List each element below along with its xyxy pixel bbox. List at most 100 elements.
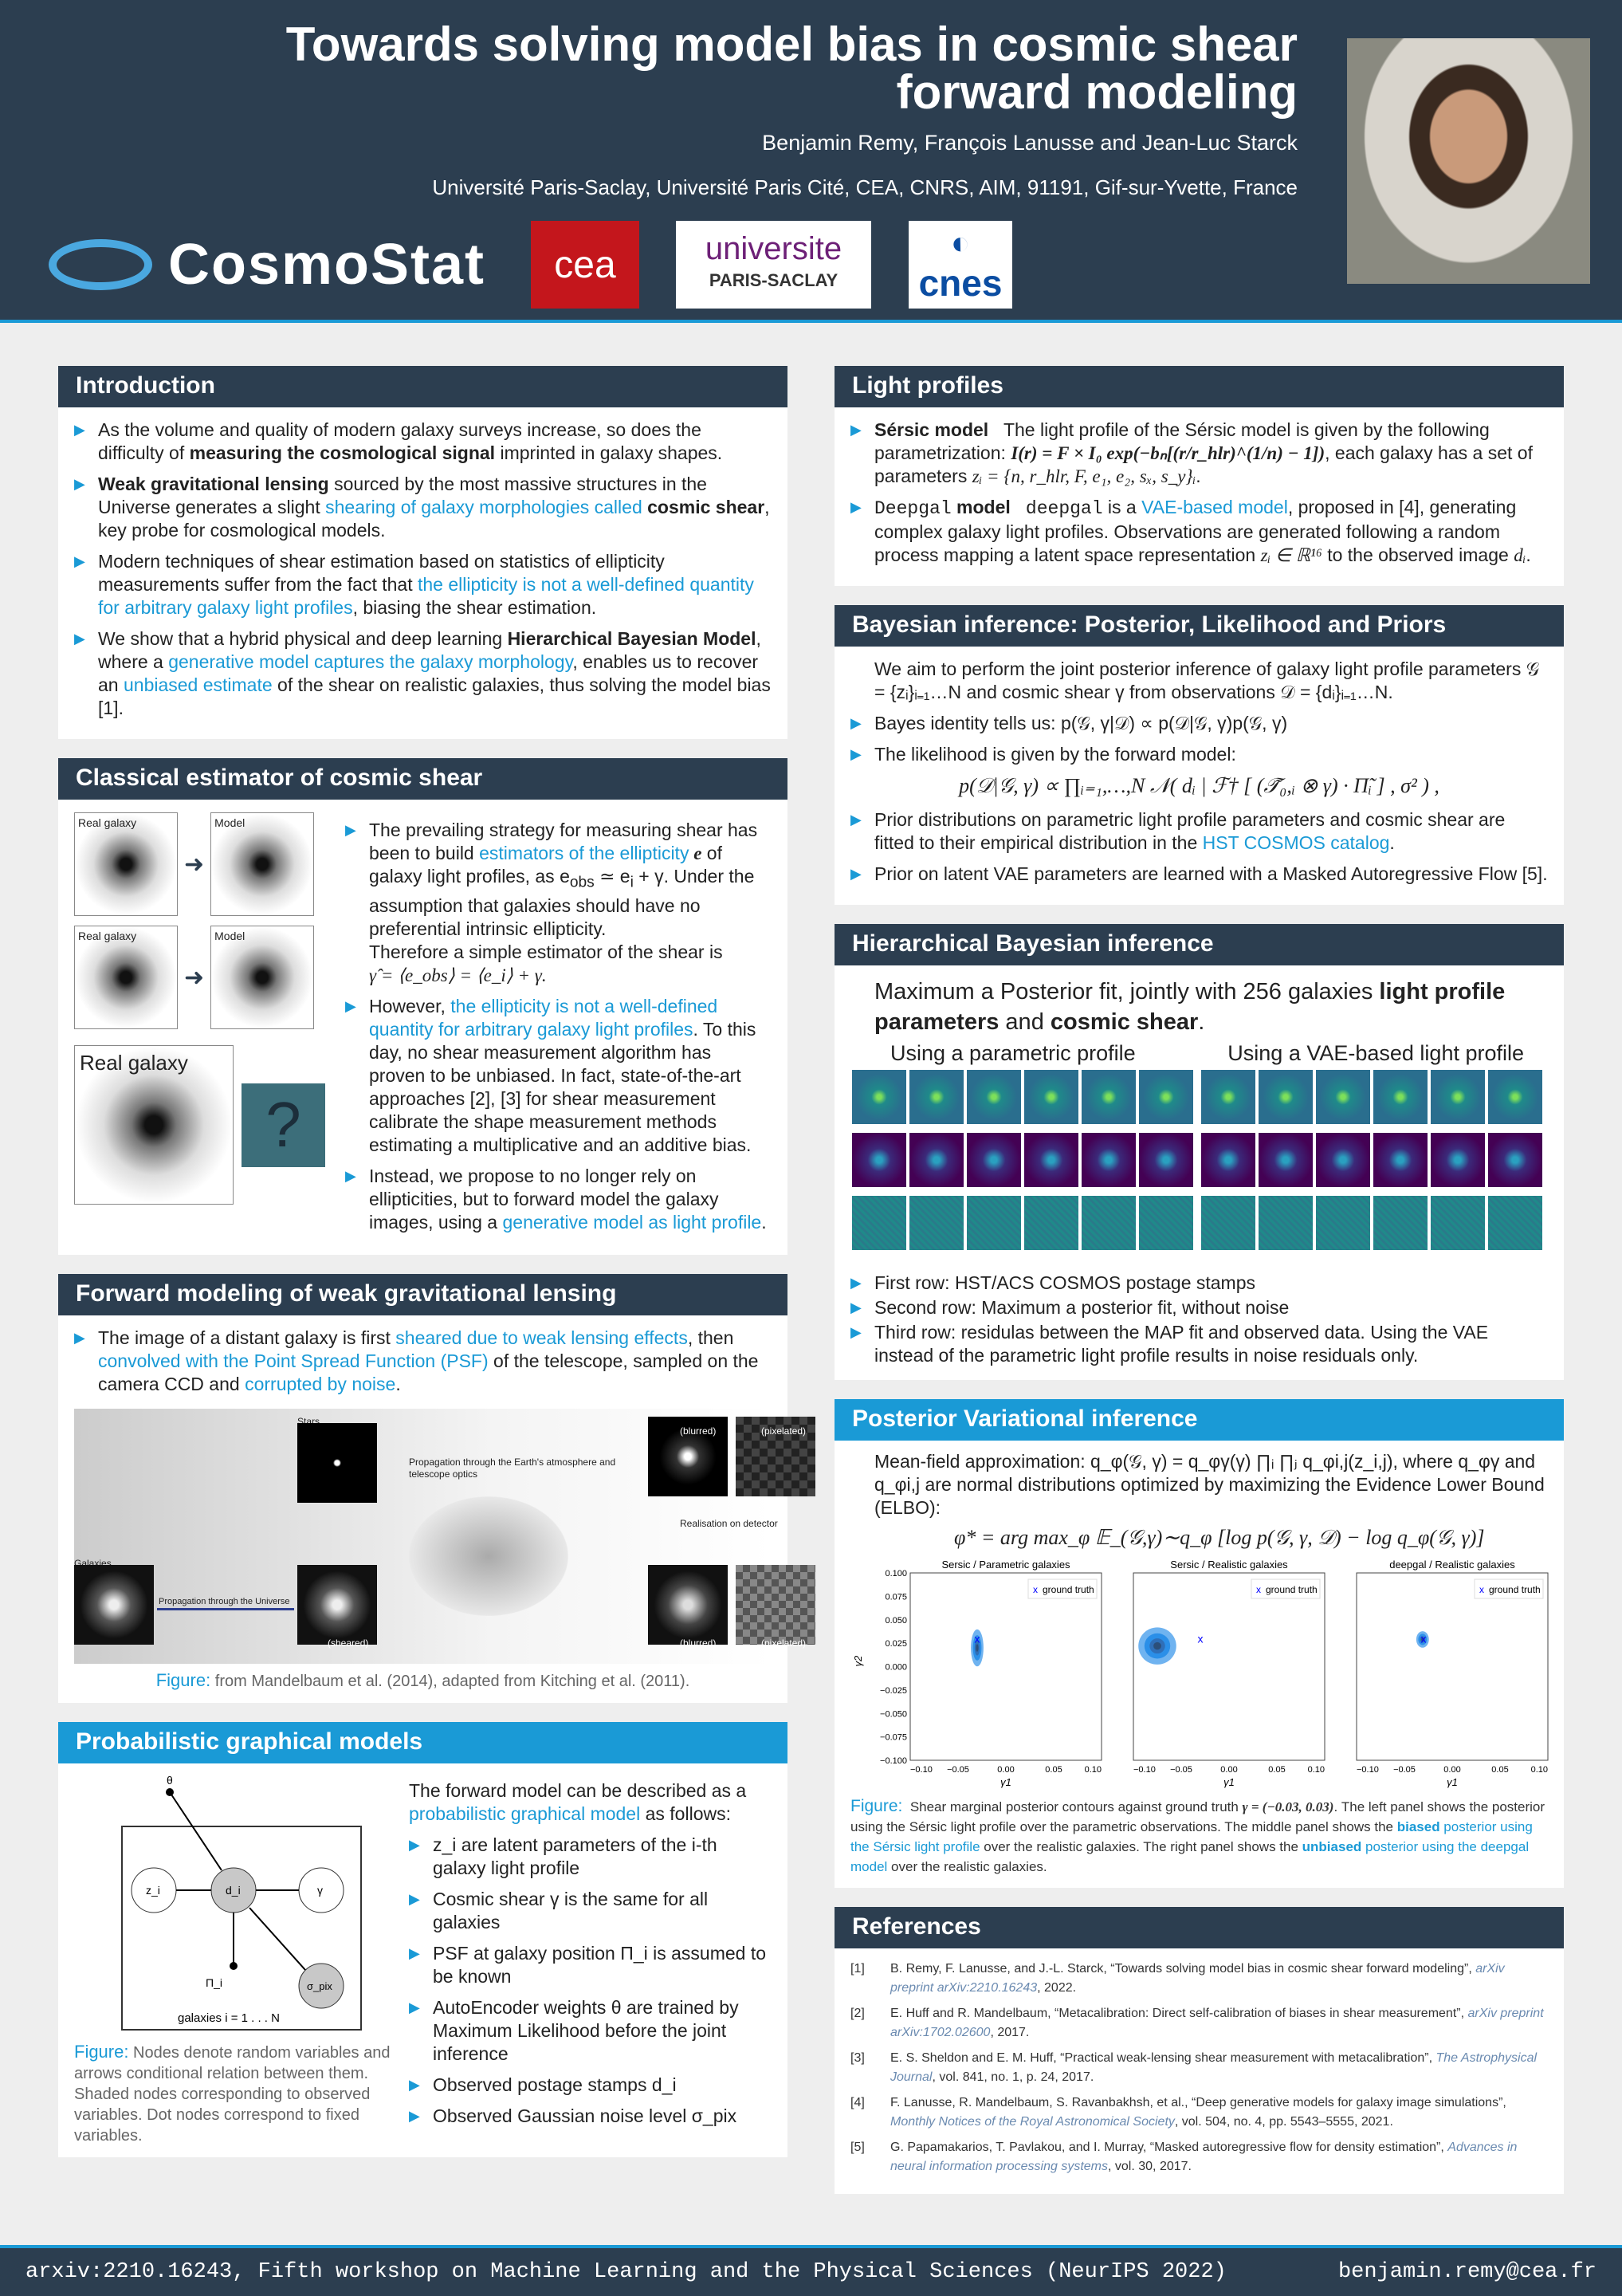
t: Deepgal (874, 498, 952, 519)
venue[interactable]: Monthly Notices of the Royal Astronomica… (890, 2115, 1175, 2129)
postage-stamp (1258, 1070, 1313, 1124)
t: light profile parameters (874, 979, 1506, 1035)
t: over the realistic galaxies. The right p… (980, 1839, 1302, 1854)
t: . (761, 1211, 767, 1233)
sersic-formula: I(r) = F × I₀ exp(−bₙ[(r/r_hlr)^(1/n) − … (1011, 443, 1325, 463)
x-tick-label: 0.05 (1491, 1765, 1508, 1775)
hier-item: First row: HST/ACS COSMOS postage stamps (850, 1272, 1548, 1295)
vae-stamp-grid (1200, 1068, 1549, 1257)
section-title: Bayesian inference: Posterior, Likelihoo… (835, 605, 1564, 647)
y-tick-label: 0.100 (885, 1569, 907, 1578)
classical-item: Instead, we propose to no longer rely on… (345, 1165, 772, 1234)
telescope-illustration (409, 1496, 568, 1616)
t: of galaxy light profiles, as e (369, 843, 722, 887)
t: However, (369, 995, 451, 1016)
x-tick-label: 0.05 (1045, 1765, 1062, 1775)
panel-title: Sersic / Parametric galaxies (941, 1559, 1070, 1571)
intro-item: Weak gravitational lensing sourced by th… (74, 473, 772, 542)
t: Sérsic model (874, 419, 989, 440)
x-tick-label: 0.10 (1308, 1765, 1325, 1775)
d-label: d_i (226, 1884, 241, 1897)
affiliation: Université Paris-Saclay, Université Pari… (432, 175, 1298, 199)
t: model (951, 497, 1011, 517)
t: the ellipticity is not a well-defined qu… (98, 574, 754, 618)
legend-label: ground truth (1266, 1584, 1318, 1595)
t: to the observed image (1322, 545, 1514, 565)
reference-text: F. Lanusse, R. Mandelbaum, S. Ravanbakhs… (890, 2094, 1548, 2132)
bayes-item: Prior on latent VAE parameters are learn… (850, 863, 1548, 886)
classical-item: The prevailing strategy for measuring sh… (345, 819, 772, 987)
blurred-galaxy-image (648, 1564, 728, 1645)
x-tick-label: −0.10 (1133, 1765, 1156, 1775)
postage-stamp (852, 1196, 906, 1250)
t: . To this day, no shear measurement algo… (369, 1018, 756, 1155)
t: Maximum a Posterior fit, jointly with 25… (874, 979, 1380, 1005)
real-galaxy-image: Real galaxy (74, 926, 178, 1029)
postage-stamp (1430, 1070, 1485, 1124)
pgm-item: PSF at galaxy position Π_i is assumed to… (409, 1942, 772, 1988)
t: , then (687, 1327, 734, 1348)
t: posterior using the Sérsic light profile (850, 1819, 1533, 1854)
poster-header: Towards solving model bias in cosmic she… (0, 0, 1622, 323)
t: E. S. Sheldon and E. M. Huff, “Practical… (890, 2051, 1436, 2065)
label: Real galaxy (78, 816, 137, 829)
reference-number: [5] (850, 2141, 865, 2154)
t: , 2017. (990, 2026, 1030, 2039)
t: cosmic shear (647, 497, 765, 517)
t: is a (1102, 497, 1142, 517)
section-title: Probabilistic graphical models (58, 1721, 787, 1763)
gamma-label: γ (317, 1884, 323, 1897)
venue[interactable]: arXiv preprint arXiv:2210.16243 (890, 1962, 1505, 1995)
footer-email[interactable]: benjamin.remy@cea.fr (1337, 2260, 1596, 2284)
parametric-stamp-grid (850, 1068, 1200, 1257)
t: Instead, we propose to no longer rely on… (369, 1165, 719, 1233)
t: deepgal (1025, 498, 1103, 519)
intro-item: Modern techniques of shear estimation ba… (74, 550, 772, 619)
postage-stamp (1315, 1196, 1370, 1250)
x-tick-label: −0.05 (1170, 1765, 1192, 1775)
model-image: Model (210, 926, 315, 1029)
panel-title: Sersic / Realistic galaxies (1170, 1559, 1288, 1571)
venue[interactable]: arXiv preprint arXiv:1702.02600 (890, 2007, 1544, 2039)
venue[interactable]: The Astrophysical Journal (890, 2051, 1538, 2084)
unknown-model-box: ? (242, 1083, 325, 1167)
t: dᵢ (1514, 545, 1526, 565)
t: the ellipticity is not a well-defined qu… (369, 995, 718, 1040)
t: , vol. 30, 2017. (1108, 2160, 1192, 2173)
paris-saclay-logo: universite PARIS-SACLAY (676, 221, 871, 309)
t: estimators of the ellipticity (479, 843, 689, 863)
t: , key probe for cosmological models. (98, 497, 770, 541)
hier-item: Second row: Maximum a posterior fit, wit… (850, 1296, 1548, 1319)
estimator-figure: Real galaxy ➜ Model Real galaxy ➜ Model Real… (74, 812, 329, 1242)
legend-marker: x (1256, 1584, 1261, 1595)
postage-stamp (909, 1133, 964, 1187)
postage-stamp (1373, 1133, 1428, 1187)
classical-item: However, the ellipticity is not a well-d… (345, 995, 772, 1157)
t: B. Remy, F. Lanusse, and J.-L. Starck, “… (890, 1962, 1476, 1976)
x-tick-label: 0.10 (1531, 1765, 1548, 1775)
pi-label: Π_i (206, 1976, 222, 1989)
t: F. Lanusse, R. Mandelbaum, S. Ravanbakhs… (890, 2096, 1506, 2109)
reference-text: E. Huff and R. Mandelbaum, “Metacalibrat… (890, 2004, 1548, 2042)
authors: Benjamin Remy, François Lanusse and Jean… (762, 131, 1298, 155)
panel-title: deepgal / Realistic galaxies (1389, 1559, 1515, 1571)
sersic-item: Sérsic model The light profile of the Sé… (850, 419, 1548, 488)
postage-stamp (1315, 1070, 1370, 1124)
t: , 2022. (1037, 1981, 1077, 1995)
t: The light profile of the Sérsic model is… (874, 419, 1490, 463)
section-title: Introduction (58, 366, 787, 407)
galaxies-image (74, 1564, 154, 1645)
venue[interactable]: Advances in neural information processin… (890, 2141, 1518, 2173)
t: , enables us to recover an (98, 651, 759, 695)
postage-stamp (1373, 1070, 1428, 1124)
question-mark-icon: ? (265, 1089, 301, 1160)
section-title: References (835, 1907, 1564, 1948)
cosmostat-swirl-icon (48, 239, 152, 290)
t: + γ. Under the assumption that galaxies … (369, 866, 755, 939)
t: ≃ e (594, 866, 630, 887)
x-tick-label: −0.10 (1357, 1765, 1379, 1775)
pgm-item: Cosmic shear γ is the same for all galax… (409, 1888, 772, 1934)
section-title: Classical estimator of cosmic shear (58, 758, 787, 800)
section-introduction: Introduction As the volume and quality o… (58, 366, 787, 739)
arrow-icon: ➜ (184, 851, 205, 878)
